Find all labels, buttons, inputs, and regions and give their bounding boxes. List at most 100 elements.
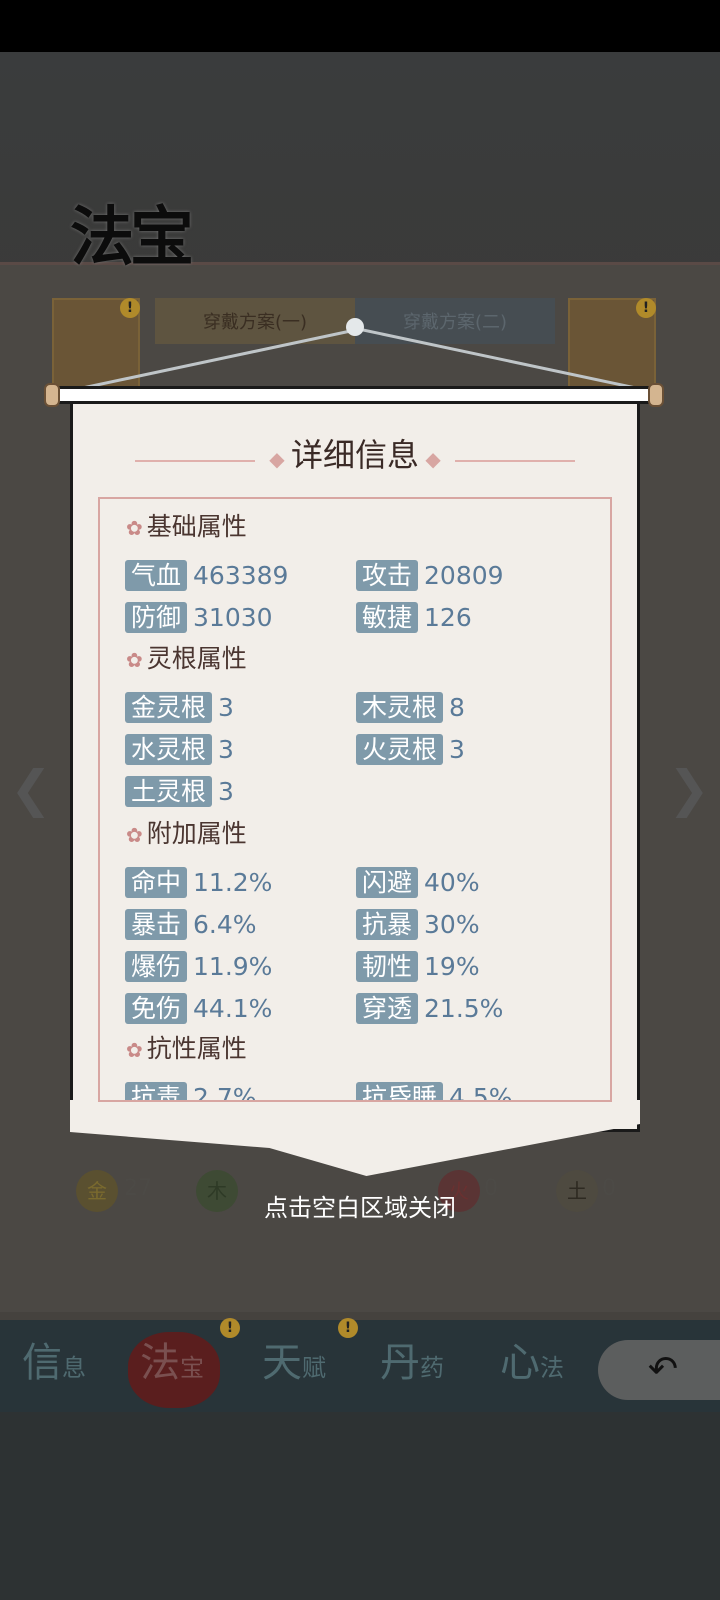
stat-item: 命中 11.2% <box>125 866 272 898</box>
stat-label: 命中 <box>125 866 188 898</box>
scroll-rod <box>50 386 662 404</box>
alert-icon: ! <box>338 1318 358 1338</box>
alert-icon: ! <box>636 298 656 318</box>
rod-knob <box>44 383 60 407</box>
stat-item: 免伤 44.1% <box>125 992 272 1024</box>
back-arrow-icon[interactable]: ↶ <box>598 1340 720 1400</box>
stat-label: 火灵根 <box>356 733 444 765</box>
stat-item: 气血 463389 <box>125 559 288 591</box>
element-value: 0 <box>484 1176 498 1201</box>
panel-title: ◆ 详细信息 ◆ <box>269 436 441 474</box>
section-title: 抗性属性 <box>146 1034 247 1063</box>
stat-label: 土灵根 <box>125 775 213 807</box>
flower-icon: ✿ <box>126 516 143 540</box>
stat-value: 20809 <box>424 560 504 590</box>
stat-value: 8 <box>449 692 465 722</box>
stat-value: 126 <box>424 602 472 632</box>
nav-label: 天 <box>262 1340 302 1386</box>
stat-value: 4.5% <box>449 1082 513 1102</box>
element-icon-metal: 金 <box>76 1170 118 1212</box>
stat-value: 31030 <box>193 602 273 632</box>
stat-value: 6.4% <box>193 909 257 939</box>
nav-talent[interactable]: 天赋 <box>262 1330 326 1388</box>
stat-item: 爆伤 11.9% <box>125 950 272 982</box>
alert-icon: ! <box>120 298 140 318</box>
stat-item: 攻击 20809 <box>356 559 504 591</box>
nav-sublabel: 息 <box>62 1354 86 1382</box>
nav-sublabel: 赋 <box>302 1354 326 1382</box>
stat-label: 韧性 <box>356 950 419 982</box>
stat-label: 暴击 <box>125 908 188 940</box>
divider <box>455 460 575 462</box>
stat-item: 土灵根 3 <box>125 775 234 807</box>
stat-item: 抗昏睡 4.5% <box>356 1081 513 1102</box>
stat-item: 韧性 19% <box>356 950 480 982</box>
stat-value: 463389 <box>193 560 289 590</box>
panel-title-text: 详细信息 <box>290 436 419 474</box>
tab-plan-2[interactable]: 穿戴方案(二) <box>355 298 555 344</box>
flower-icon: ✿ <box>126 1038 143 1062</box>
nav-sublabel: 宝 <box>180 1354 204 1382</box>
stat-label: 水灵根 <box>125 733 213 765</box>
stat-label: 防御 <box>125 601 188 633</box>
stat-label: 木灵根 <box>356 691 444 723</box>
element-value: 0 <box>602 1176 616 1201</box>
stat-item: 防御 31030 <box>125 601 273 633</box>
section-header: ✿ 基础属性 <box>126 507 247 543</box>
stat-value: 3 <box>218 776 234 806</box>
nav-label: 法 <box>140 1340 180 1386</box>
stat-value: 21.5% <box>424 993 504 1023</box>
page-title: 法宝 <box>70 200 194 275</box>
close-hint[interactable]: 点击空白区域关闭 <box>264 1194 456 1222</box>
section-title: 附加属性 <box>146 819 247 848</box>
stat-item: 火灵根 3 <box>356 733 465 765</box>
stat-item: 抗暴 30% <box>356 908 480 940</box>
stat-item: 抗毒 2.7% <box>125 1081 257 1102</box>
stat-value: 44.1% <box>193 993 273 1023</box>
rod-knob <box>648 383 664 407</box>
next-arrow-icon[interactable]: ❯ <box>668 760 710 818</box>
element-icon-wood: 木 <box>196 1170 238 1212</box>
flower-icon: ✿ <box>126 648 143 672</box>
nail-icon <box>346 318 364 336</box>
stat-label: 免伤 <box>125 992 188 1024</box>
stat-item: 金灵根 3 <box>125 691 234 723</box>
section-header: ✿ 抗性属性 <box>126 1029 247 1065</box>
element-icon-fire: 火 <box>438 1170 480 1212</box>
stat-item: 闪避 40% <box>356 866 480 898</box>
flower-icon: ✿ <box>126 823 143 847</box>
nav-label: 丹 <box>380 1340 420 1386</box>
stat-label: 金灵根 <box>125 691 213 723</box>
alert-icon: ! <box>220 1318 240 1338</box>
stat-label: 穿透 <box>356 992 419 1024</box>
stat-value: 3 <box>218 692 234 722</box>
stat-value: 3 <box>218 734 234 764</box>
stat-label: 抗昏睡 <box>356 1081 444 1100</box>
status-bar <box>0 0 720 52</box>
nav-treasure[interactable]: 法宝 <box>140 1330 204 1388</box>
stat-item: 穿透 21.5% <box>356 992 503 1024</box>
stat-value: 11.2% <box>193 867 273 897</box>
stat-label: 气血 <box>125 559 188 591</box>
section-header: ✿ 附加属性 <box>126 814 247 850</box>
nav-info[interactable]: 信息 <box>22 1330 86 1388</box>
element-icon-earth: 土 <box>556 1170 598 1212</box>
stat-label: 爆伤 <box>125 950 188 982</box>
bottom-background <box>0 1412 720 1600</box>
stat-value: 2.7% <box>193 1082 257 1102</box>
element-value: 27 <box>124 1176 152 1201</box>
stats-list[interactable]: ✿ 基础属性气血 463389 攻击 20809 防御 31030 敏捷 126 ✿ 灵根属性金灵根… <box>98 497 612 1102</box>
nav-active-bg <box>128 1332 220 1408</box>
nav-label: 心 <box>500 1340 540 1386</box>
nav-label: 信 <box>22 1340 62 1386</box>
stat-value: 40% <box>424 867 480 897</box>
prev-arrow-icon[interactable]: ❮ <box>10 760 52 818</box>
stat-label: 抗暴 <box>356 908 419 940</box>
stat-label: 抗毒 <box>125 1081 188 1100</box>
nav-sublabel: 法 <box>540 1354 564 1382</box>
nav-method[interactable]: 心法 <box>500 1330 570 1388</box>
stat-item: 敏捷 126 <box>356 601 472 633</box>
stat-label: 攻击 <box>356 559 419 591</box>
nav-pill[interactable]: 丹药 <box>380 1330 444 1388</box>
section-header: ✿ 灵根属性 <box>126 639 247 675</box>
